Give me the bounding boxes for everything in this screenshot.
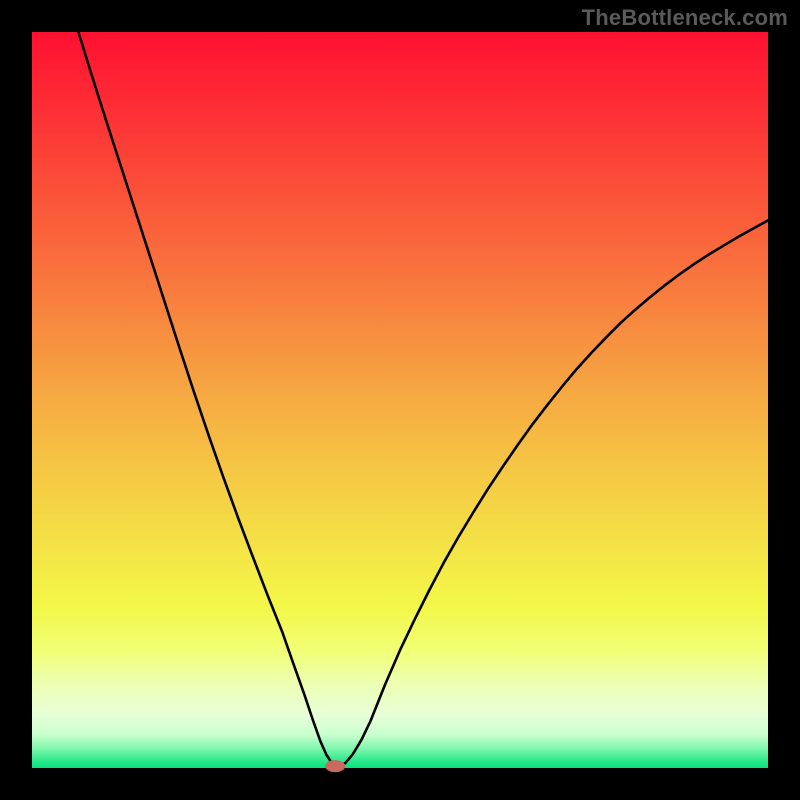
plot-background (32, 32, 768, 768)
chart-svg (0, 0, 800, 800)
optimal-point-marker (325, 760, 345, 772)
chart-container: TheBottleneck.com (0, 0, 800, 800)
watermark-text: TheBottleneck.com (582, 5, 788, 31)
